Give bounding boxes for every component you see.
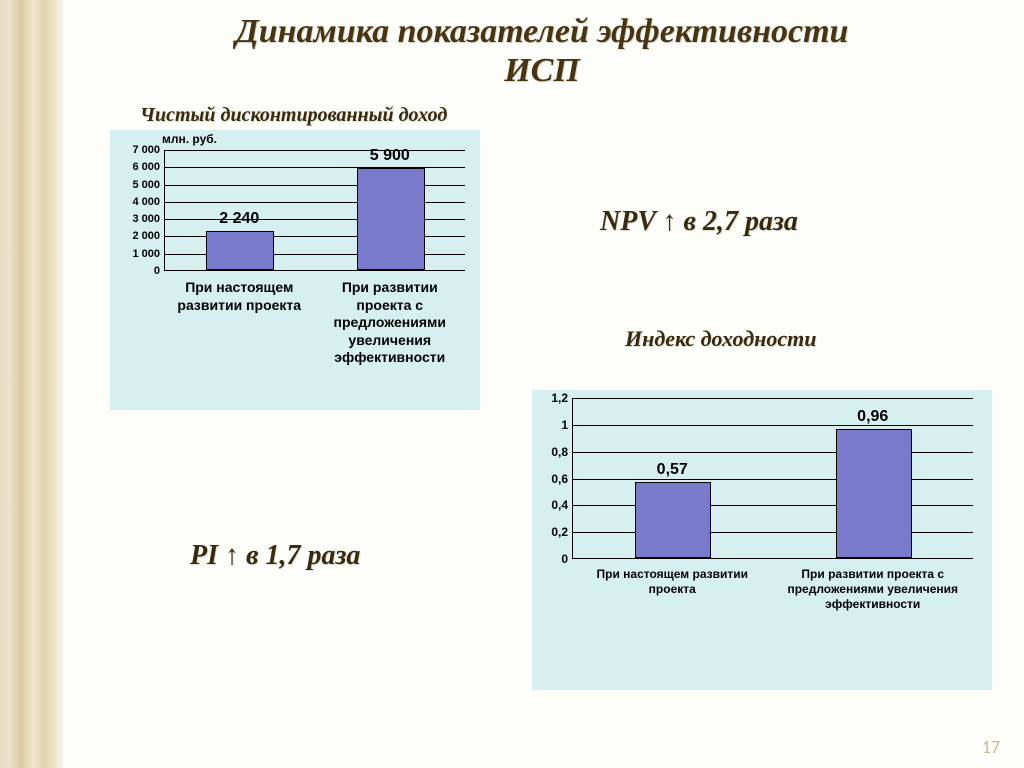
chart-npv: млн. руб. 0 1 000 2 000 3 000 4 000 5 000 6 00… bbox=[110, 130, 480, 410]
page-number: 17 bbox=[982, 736, 1000, 758]
bar-value-label: 5 900 bbox=[370, 147, 410, 165]
callout-npv: NPV ↑ в 2,7 раза bbox=[600, 206, 798, 238]
slide-title: Динамика показателей эффективности ИСП bbox=[60, 12, 1024, 90]
callout-pi: PI ↑ в 1,7 раза bbox=[190, 540, 360, 572]
bar bbox=[836, 429, 912, 558]
chart1-plot bbox=[164, 150, 465, 271]
category-label: При развитии проекта с предложениями уве… bbox=[777, 567, 970, 612]
bar bbox=[206, 231, 274, 270]
bar-value-label: 0,57 bbox=[657, 461, 688, 479]
bar-value-label: 0,96 bbox=[857, 408, 888, 426]
gridline bbox=[573, 398, 973, 399]
ytick-label: 2 000 bbox=[120, 230, 160, 242]
ytick-label: 1,2 bbox=[528, 391, 568, 405]
bar bbox=[357, 168, 425, 270]
chart2-title: Индекс доходности bbox=[625, 326, 816, 352]
ytick-label: 5 000 bbox=[120, 179, 160, 191]
chart2-plot bbox=[572, 398, 973, 559]
ytick-label: 0 bbox=[528, 552, 568, 566]
category-label: При развитии проекта с предложениями уве… bbox=[319, 279, 462, 367]
ytick-label: 1 bbox=[528, 418, 568, 432]
title-line2: ИСП bbox=[504, 52, 580, 89]
chart-pi: 00,20,40,60,811,20,57При настоящем разви… bbox=[532, 390, 992, 690]
gridline bbox=[573, 479, 973, 480]
ytick-label: 3 000 bbox=[120, 213, 160, 225]
ytick-label: 4 000 bbox=[120, 196, 160, 208]
ytick-label: 0,8 bbox=[528, 445, 568, 459]
ytick-label: 0,4 bbox=[528, 498, 568, 512]
gridline bbox=[165, 150, 465, 151]
category-label: При настоящем развитии проекта bbox=[168, 279, 311, 314]
chart1-title: Чистый дисконтированный доход bbox=[140, 104, 447, 127]
ytick-label: 0,2 bbox=[528, 525, 568, 539]
category-label: При настоящем развитии проекта bbox=[576, 567, 769, 597]
ytick-label: 0 bbox=[120, 265, 160, 277]
bar bbox=[635, 482, 711, 558]
gridline bbox=[573, 505, 973, 506]
bar-value-label: 2 240 bbox=[219, 210, 259, 228]
gridline bbox=[573, 425, 973, 426]
ytick-label: 1 000 bbox=[120, 248, 160, 260]
decorative-side-strip bbox=[0, 0, 60, 768]
ytick-label: 7 000 bbox=[120, 144, 160, 156]
gridline bbox=[573, 452, 973, 453]
ytick-label: 6 000 bbox=[120, 161, 160, 173]
ytick-label: 0,6 bbox=[528, 472, 568, 486]
gridline bbox=[573, 532, 973, 533]
chart1-yaxis-label: млн. руб. bbox=[162, 132, 217, 146]
title-line1: Динамика показателей эффективности bbox=[236, 13, 849, 50]
